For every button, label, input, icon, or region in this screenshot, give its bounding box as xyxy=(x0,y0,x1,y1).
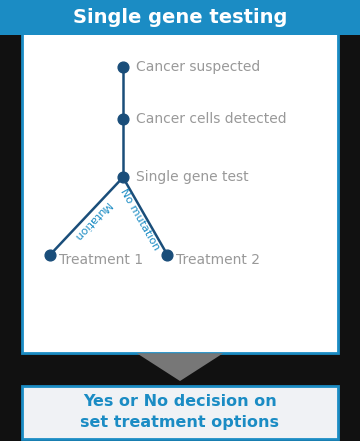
Text: Mutation: Mutation xyxy=(71,200,112,243)
Text: Single gene testing: Single gene testing xyxy=(73,8,287,27)
FancyBboxPatch shape xyxy=(22,9,338,353)
Text: Treatment 2: Treatment 2 xyxy=(176,253,260,267)
Point xyxy=(120,116,126,123)
Text: Single gene test: Single gene test xyxy=(136,170,248,184)
Text: Yes or No decision on
set treatment options: Yes or No decision on set treatment opti… xyxy=(81,394,279,430)
Point xyxy=(47,251,53,258)
Point xyxy=(165,251,170,258)
Text: Treatment 1: Treatment 1 xyxy=(59,253,143,267)
Text: No mutation: No mutation xyxy=(118,187,161,253)
Bar xyxy=(0,0,360,35)
Text: Cancer suspected: Cancer suspected xyxy=(136,60,260,74)
Point xyxy=(120,174,126,181)
Polygon shape xyxy=(137,353,223,381)
FancyBboxPatch shape xyxy=(22,386,338,439)
Text: Cancer cells detected: Cancer cells detected xyxy=(136,112,286,126)
Point xyxy=(120,64,126,71)
